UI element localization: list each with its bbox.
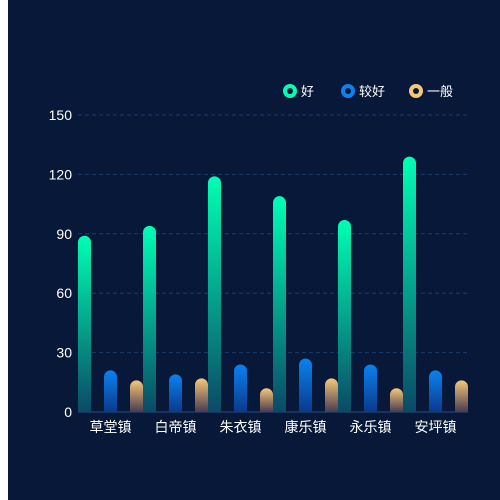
bar-一般-朱衣镇[interactable] [260, 388, 273, 412]
y-tick-label: 150 [49, 107, 73, 123]
bar-一般-永乐镇[interactable] [390, 388, 403, 412]
bar-较好-安坪镇[interactable] [429, 370, 442, 412]
y-axis-ticks: 0 30 60 90 120 150 [49, 107, 73, 420]
x-tick-label: 安坪镇 [415, 419, 457, 435]
y-tick-label: 60 [56, 285, 72, 301]
legend-swatch-center [287, 88, 293, 94]
y-tick-label: 120 [49, 166, 73, 182]
bar-一般-安坪镇[interactable] [455, 380, 468, 412]
legend-swatch-center [345, 88, 351, 94]
chart-panel: 0 30 60 90 120 150 草堂镇 白帝镇 朱衣镇 康乐镇 永乐镇 安坪镇 好 较好 一般 [8, 0, 500, 500]
x-tick-label: 康乐镇 [285, 419, 327, 435]
x-tick-label: 朱衣镇 [220, 419, 262, 435]
bar-好-永乐镇[interactable] [338, 219, 351, 412]
legend: 好 较好 一般 [283, 84, 453, 99]
bar-较好-白帝镇[interactable] [169, 374, 182, 412]
legend-label: 一般 [427, 84, 453, 99]
x-tick-label: 草堂镇 [90, 419, 132, 435]
bar-好-安坪镇[interactable] [403, 156, 416, 412]
y-tick-label: 0 [64, 404, 72, 420]
bar-好-朱衣镇[interactable] [208, 176, 221, 412]
y-tick-label: 30 [56, 345, 72, 361]
bar-较好-朱衣镇[interactable] [234, 364, 247, 412]
bar-好-康乐镇[interactable] [273, 196, 286, 412]
bars [78, 156, 468, 412]
bar-好-草堂镇[interactable] [78, 235, 91, 412]
bar-较好-永乐镇[interactable] [364, 364, 377, 412]
bar-一般-康乐镇[interactable] [325, 378, 338, 412]
legend-item-好[interactable]: 好 [283, 84, 314, 99]
legend-item-一般[interactable]: 一般 [409, 84, 453, 99]
y-tick-label: 90 [56, 226, 72, 242]
bar-一般-草堂镇[interactable] [130, 380, 143, 412]
legend-item-较好[interactable]: 较好 [341, 84, 385, 99]
bar-一般-白帝镇[interactable] [195, 378, 208, 412]
bar-较好-康乐镇[interactable] [299, 358, 312, 412]
legend-label: 较好 [359, 84, 385, 99]
bar-好-白帝镇[interactable] [143, 225, 156, 412]
bar-chart: 0 30 60 90 120 150 草堂镇 白帝镇 朱衣镇 康乐镇 永乐镇 安坪镇 好 较好 一般 [49, 84, 468, 435]
bar-较好-草堂镇[interactable] [104, 370, 117, 412]
x-axis-ticks: 草堂镇 白帝镇 朱衣镇 康乐镇 永乐镇 安坪镇 [90, 419, 457, 435]
legend-swatch-center [413, 88, 419, 94]
legend-label: 好 [301, 84, 314, 99]
x-tick-label: 白帝镇 [155, 419, 197, 435]
x-tick-label: 永乐镇 [350, 419, 392, 435]
